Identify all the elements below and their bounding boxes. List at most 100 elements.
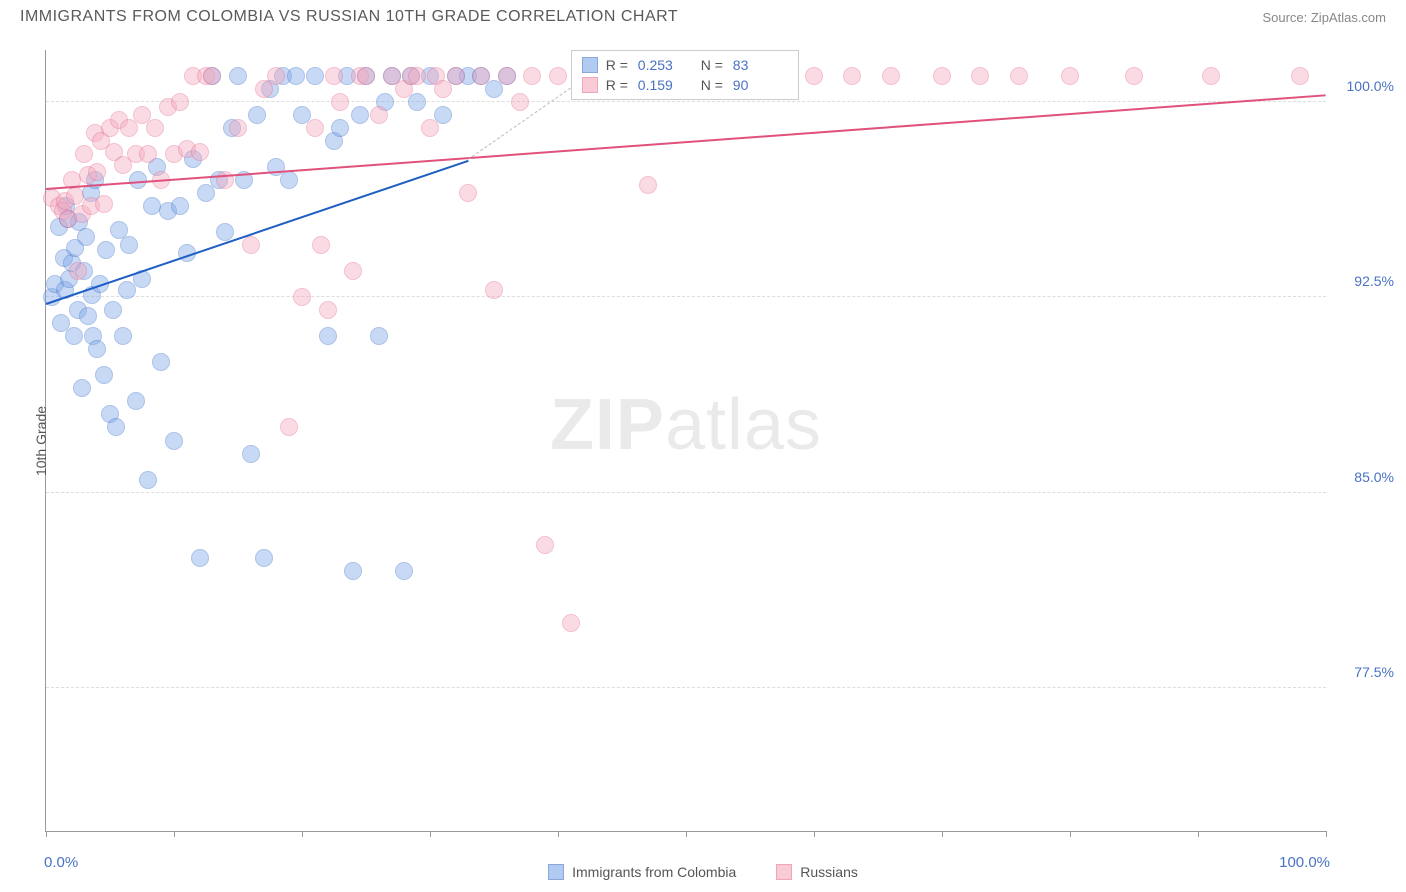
data-point <box>447 67 465 85</box>
data-point <box>118 281 136 299</box>
data-point <box>120 236 138 254</box>
data-point <box>549 67 567 85</box>
data-point <box>104 301 122 319</box>
legend-item-colombia: Immigrants from Colombia <box>548 864 736 880</box>
x-tick <box>814 831 815 837</box>
data-point <box>139 471 157 489</box>
data-point <box>1125 67 1143 85</box>
regression-line <box>46 159 469 304</box>
r-value: 0.253 <box>638 57 693 73</box>
data-point <box>73 379 91 397</box>
y-tick-label: 92.5% <box>1354 273 1394 289</box>
data-point <box>1202 67 1220 85</box>
watermark-zip: ZIP <box>550 385 665 465</box>
data-point <box>395 562 413 580</box>
data-point <box>805 67 823 85</box>
data-point <box>229 119 247 137</box>
data-point <box>331 119 349 137</box>
data-point <box>351 106 369 124</box>
data-point <box>88 340 106 358</box>
data-point <box>75 145 93 163</box>
data-point <box>77 228 95 246</box>
data-point <box>229 67 247 85</box>
data-point <box>114 327 132 345</box>
stats-swatch <box>582 57 598 73</box>
data-point <box>165 432 183 450</box>
data-point <box>127 392 145 410</box>
legend-swatch-russians <box>776 864 792 880</box>
data-point <box>95 195 113 213</box>
data-point <box>843 67 861 85</box>
y-tick-label: 85.0% <box>1354 469 1394 485</box>
data-point <box>344 562 362 580</box>
data-point <box>933 67 951 85</box>
data-point <box>293 288 311 306</box>
data-point <box>191 549 209 567</box>
data-point <box>1291 67 1309 85</box>
r-value: 0.159 <box>638 77 693 93</box>
data-point <box>370 327 388 345</box>
gridline <box>46 296 1326 297</box>
data-point <box>312 236 330 254</box>
data-point <box>523 67 541 85</box>
gridline <box>46 101 1326 102</box>
data-point <box>1010 67 1028 85</box>
n-label: N = <box>701 77 725 93</box>
data-point <box>287 67 305 85</box>
data-point <box>267 67 285 85</box>
data-point <box>370 106 388 124</box>
source-prefix: Source: <box>1262 10 1310 25</box>
data-point <box>306 67 324 85</box>
x-tick <box>558 831 559 837</box>
data-point <box>344 262 362 280</box>
data-point <box>97 241 115 259</box>
data-point <box>65 327 83 345</box>
data-point <box>280 418 298 436</box>
stats-swatch <box>582 77 598 93</box>
scatter-chart: 10th Grade ZIPatlas 77.5%85.0%92.5%100.0… <box>45 50 1326 832</box>
data-point <box>79 307 97 325</box>
legend-label-russians: Russians <box>800 864 858 880</box>
x-tick <box>942 831 943 837</box>
x-tick <box>686 831 687 837</box>
data-point <box>191 143 209 161</box>
y-tick-label: 77.5% <box>1354 664 1394 680</box>
data-point <box>562 614 580 632</box>
data-point <box>242 445 260 463</box>
stats-legend-row: R =0.159N =90 <box>582 75 788 95</box>
bottom-legend: Immigrants from Colombia Russians <box>0 864 1406 880</box>
data-point <box>139 145 157 163</box>
n-value: 90 <box>733 77 788 93</box>
data-point <box>88 163 106 181</box>
data-point <box>69 262 87 280</box>
x-tick <box>302 831 303 837</box>
source-link[interactable]: ZipAtlas.com <box>1311 10 1386 25</box>
data-point <box>459 184 477 202</box>
data-point <box>306 119 324 137</box>
data-point <box>216 223 234 241</box>
data-point <box>408 93 426 111</box>
x-tick <box>1070 831 1071 837</box>
data-point <box>971 67 989 85</box>
legend-item-russians: Russians <box>776 864 858 880</box>
data-point <box>485 281 503 299</box>
data-point <box>280 171 298 189</box>
watermark-atlas: atlas <box>665 385 822 465</box>
data-point <box>319 301 337 319</box>
data-point <box>171 197 189 215</box>
data-point <box>357 67 375 85</box>
data-point <box>248 106 266 124</box>
data-point <box>325 67 343 85</box>
data-point <box>107 418 125 436</box>
data-point <box>498 67 516 85</box>
stats-legend: R =0.253N =83R =0.159N =90 <box>571 50 799 100</box>
data-point <box>536 536 554 554</box>
x-tick <box>174 831 175 837</box>
data-point <box>882 67 900 85</box>
x-tick <box>1198 831 1199 837</box>
data-point <box>511 93 529 111</box>
data-point <box>639 176 657 194</box>
source-attribution: Source: ZipAtlas.com <box>1262 10 1386 25</box>
legend-label-colombia: Immigrants from Colombia <box>572 864 736 880</box>
r-label: R = <box>606 57 630 73</box>
